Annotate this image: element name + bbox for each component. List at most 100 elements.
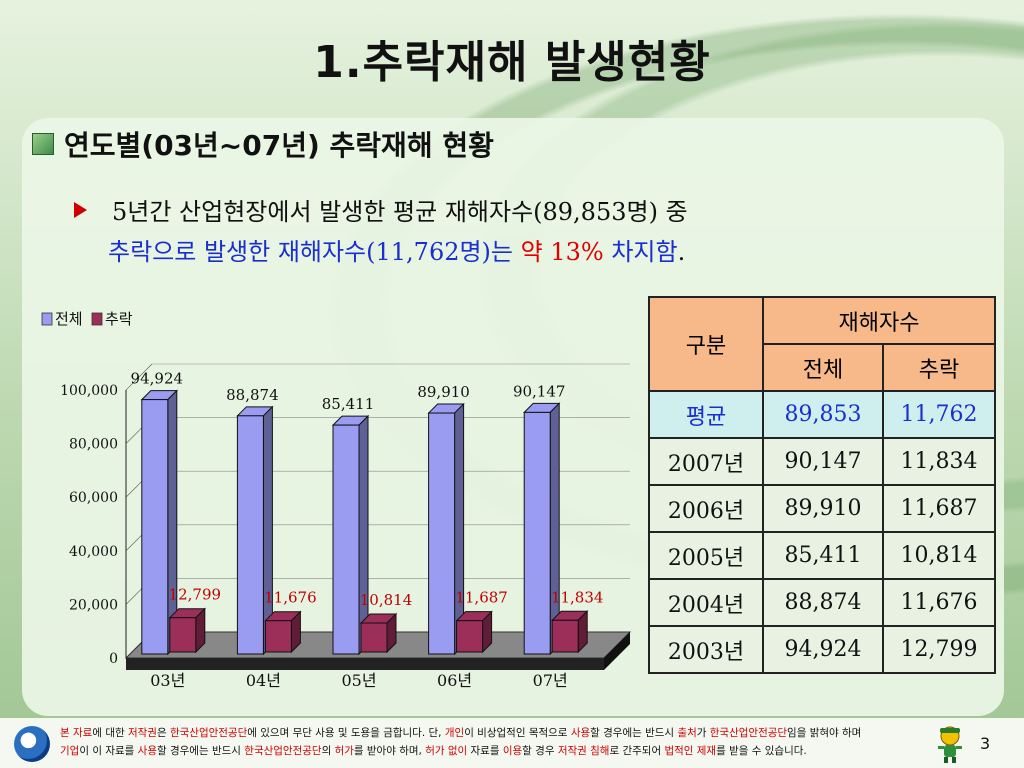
copyright-text: 출처 (677, 727, 697, 739)
data-label-total: 88,874 (226, 386, 279, 404)
copyright-text: 법적인 제재 (664, 745, 717, 757)
copyright-footer (0, 718, 1024, 768)
copyright-text: 은 (156, 727, 170, 739)
copyright-text: 사용 (137, 745, 157, 757)
row-label: 2006년 (648, 484, 764, 533)
row-total: 94,924 (762, 625, 884, 674)
copyright-text: 에 대한 (92, 727, 128, 739)
row-fall: 11,762 (882, 390, 996, 439)
data-label-fall: 12,799 (169, 586, 222, 604)
copyright-text: 한국산업안전공단 (244, 745, 322, 757)
data-label-fall: 11,687 (455, 589, 508, 607)
table-row: 2004년 88,874 11,676 (648, 578, 996, 627)
y-tick-label: 60,000 (69, 490, 118, 506)
copyright-text: 저작권 침해 (557, 745, 610, 757)
row-label: 2007년 (648, 437, 764, 486)
copyright-text: 허가 없이 (425, 745, 468, 757)
mascot-icon (938, 726, 962, 763)
row-label: 2004년 (648, 578, 764, 627)
legend-swatch-total (41, 312, 53, 326)
copyright-text: 에 있으며 무단 사용 및 도용을 금합니다. 단, (247, 727, 445, 739)
bar-fall (456, 620, 484, 653)
legend-label-fall: 추락 (105, 310, 133, 328)
bar-fall (360, 622, 388, 653)
x-tick-label: 03년 (150, 671, 185, 690)
data-label-fall: 11,834 (551, 588, 604, 606)
row-label: 2003년 (648, 625, 764, 674)
copyright-notice: 본 자료에 대한 저작권은 한국산업안전공단에 있으며 무단 사용 및 도용을 … (60, 724, 861, 760)
row-fall: 12,799 (882, 625, 996, 674)
summary-line-1: 5년간 산업현장에서 발생한 평균 재해자수(89,853명) 중 (112, 198, 688, 226)
table-row: 2003년 94,924 12,799 (648, 625, 996, 674)
copyright-text: 개인 (444, 727, 465, 739)
section-heading: 연도별(03년~07년) 추락재해 현황 (64, 129, 494, 162)
legend-label-total: 전체 (55, 310, 83, 328)
table-row-average: 평균 89,853 11,762 (648, 390, 996, 439)
data-label-total: 90,147 (513, 382, 566, 400)
copyright-line-1: 본 자료에 대한 저작권은 한국산업안전공단에 있으며 무단 사용 및 도용을 … (60, 724, 861, 742)
copyright-text: 이 비상업적인 목적으로 (464, 727, 571, 739)
bar-total (428, 412, 456, 655)
summary-percent: 약 13% (520, 238, 604, 266)
bar-total (332, 424, 360, 655)
copyright-text: 임을 밝혀야 하며 (787, 727, 862, 739)
kosha-logo-icon (14, 726, 50, 762)
copyright-text: 를 받을 수 있습니다. (716, 745, 807, 757)
copyright-text: 한국산업안전공단 (169, 727, 248, 739)
copyright-text: 사용 (570, 727, 591, 739)
copyright-text: 저작권 (127, 727, 157, 739)
row-fall: 11,687 (882, 484, 996, 533)
row-label: 2005년 (648, 531, 764, 580)
summary-line-2: 추락으로 발생한 재해자수(11,762명)는 약 13% 차지함. (108, 232, 685, 267)
injury-table: 구분 재해자수 전체 추락 평균 89,853 11,762 2007년 90,… (648, 296, 996, 674)
arrow-bullet-icon (74, 202, 87, 218)
row-total: 89,910 (762, 484, 884, 533)
y-tick-label: 0 (109, 651, 118, 667)
copyright-text: 로 간주되어 (609, 745, 665, 757)
copyright-text: 할 경우에는 반드시 (590, 727, 678, 739)
x-tick-label: 07년 (533, 671, 568, 690)
header-category: 구분 (648, 296, 764, 392)
bar-fall (169, 617, 197, 653)
bar-total (236, 415, 264, 655)
copyright-text: 기업 (60, 745, 80, 757)
header-total: 전체 (762, 343, 884, 392)
chart-floor-edge (126, 658, 604, 670)
slide-title: 1.추락재해 발생현황 (313, 37, 711, 88)
copyright-line-2: 기업이 이 자료를 사용할 경우에는 반드시 한국산업안전공단의 허가를 받아야… (60, 742, 861, 760)
copyright-text: 한국산업안전공단 (709, 727, 788, 739)
gridline (125, 363, 153, 391)
data-label-fall: 10,814 (360, 591, 413, 609)
page-number: 3 (980, 734, 991, 753)
x-tick-label: 05년 (341, 671, 376, 690)
row-total: 90,147 (762, 437, 884, 486)
copyright-text: 이용 (502, 745, 523, 757)
data-label-total: 85,411 (322, 395, 375, 413)
square-bullet-icon (32, 133, 54, 155)
data-label-fall: 11,676 (264, 589, 317, 607)
copyright-text: 자료를 (467, 745, 503, 757)
bar-fall (264, 620, 292, 653)
summary-share: 차지함 (603, 238, 678, 266)
x-tick-label: 04년 (246, 671, 281, 690)
summary-fall-count: 추락으로 발생한 재해자수(11,762명)는 (108, 238, 521, 266)
row-fall: 10,814 (882, 531, 996, 580)
y-tick-label: 20,000 (69, 597, 118, 613)
copyright-text: 의 (321, 745, 335, 757)
row-label: 평균 (648, 390, 764, 439)
table-row: 2007년 90,147 11,834 (648, 437, 996, 486)
y-tick-label: 100,000 (60, 383, 118, 399)
y-tick-label: 80,000 (69, 437, 118, 453)
row-total: 85,411 (762, 531, 884, 580)
row-total: 89,853 (762, 390, 884, 439)
bar-chart: 전체 추락 94,924 12,799 88,874 11,676 85,411 10,8… (41, 310, 632, 690)
copyright-text: 허가 (334, 745, 354, 757)
x-tick-label: 06년 (437, 671, 472, 690)
bar-total (141, 399, 169, 655)
copyright-text: 할 경우 (522, 745, 558, 757)
table-row: 2005년 85,411 10,814 (648, 531, 996, 580)
data-label-total: 94,924 (131, 370, 184, 388)
copyright-text: 가 (696, 727, 710, 739)
y-tick-label: 40,000 (69, 544, 118, 560)
header-fall: 추락 (882, 343, 996, 392)
